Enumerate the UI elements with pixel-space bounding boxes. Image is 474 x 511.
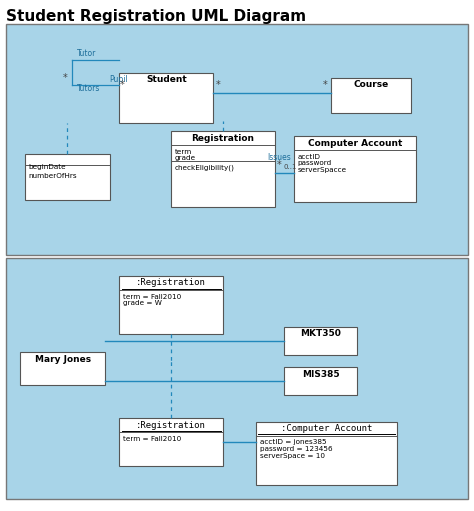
Text: *: * [63, 73, 67, 83]
Text: beginDate: beginDate [29, 164, 66, 170]
Text: Student Registration UML Diagram: Student Registration UML Diagram [6, 9, 306, 24]
Text: grade = W: grade = W [123, 300, 162, 306]
Text: MIS385: MIS385 [302, 370, 339, 379]
Bar [6, 24, 468, 256]
Text: password = 123456: password = 123456 [260, 446, 332, 452]
Text: *: * [323, 80, 328, 90]
Text: serverSpacce: serverSpacce [297, 167, 346, 173]
Bar [20, 352, 105, 385]
Bar [284, 367, 357, 396]
Text: term = Fall2010: term = Fall2010 [123, 436, 181, 442]
Bar [119, 73, 213, 123]
Bar [284, 327, 357, 355]
Text: Registration: Registration [191, 133, 255, 143]
Text: Issues: Issues [267, 153, 291, 162]
Text: :Registration: :Registration [136, 278, 206, 288]
Text: *: * [277, 160, 282, 170]
Text: password: password [297, 160, 332, 167]
Text: acctID = jones385: acctID = jones385 [260, 439, 326, 446]
Text: *: * [216, 80, 220, 90]
Bar [119, 418, 223, 467]
Text: Course: Course [354, 80, 389, 89]
Bar [256, 422, 397, 485]
Bar [25, 154, 110, 200]
Bar [293, 136, 416, 202]
Text: *: * [120, 80, 125, 90]
Bar [331, 78, 411, 113]
Bar [119, 276, 223, 334]
Text: Mary Jones: Mary Jones [35, 355, 91, 364]
Text: checkEligibility(): checkEligibility() [175, 164, 235, 171]
Text: 0..1: 0..1 [283, 165, 297, 170]
Text: serverSpace = 10: serverSpace = 10 [260, 453, 325, 459]
Text: term = Fall2010: term = Fall2010 [123, 294, 181, 299]
Text: :Registration: :Registration [136, 421, 206, 430]
Text: Tutors: Tutors [77, 84, 100, 93]
Text: Pupil: Pupil [109, 75, 128, 84]
Text: :Computer Account: :Computer Account [281, 424, 372, 433]
Text: term: term [175, 149, 192, 155]
Bar [6, 258, 468, 499]
Text: grade: grade [175, 155, 196, 161]
Text: MKT350: MKT350 [300, 329, 341, 338]
Text: Tutor: Tutor [77, 49, 96, 58]
Text: numberOfHrs: numberOfHrs [29, 173, 77, 179]
Bar [171, 131, 275, 207]
Text: acctID: acctID [297, 154, 320, 160]
Text: Computer Account: Computer Account [308, 138, 402, 148]
Text: Student: Student [146, 75, 187, 84]
